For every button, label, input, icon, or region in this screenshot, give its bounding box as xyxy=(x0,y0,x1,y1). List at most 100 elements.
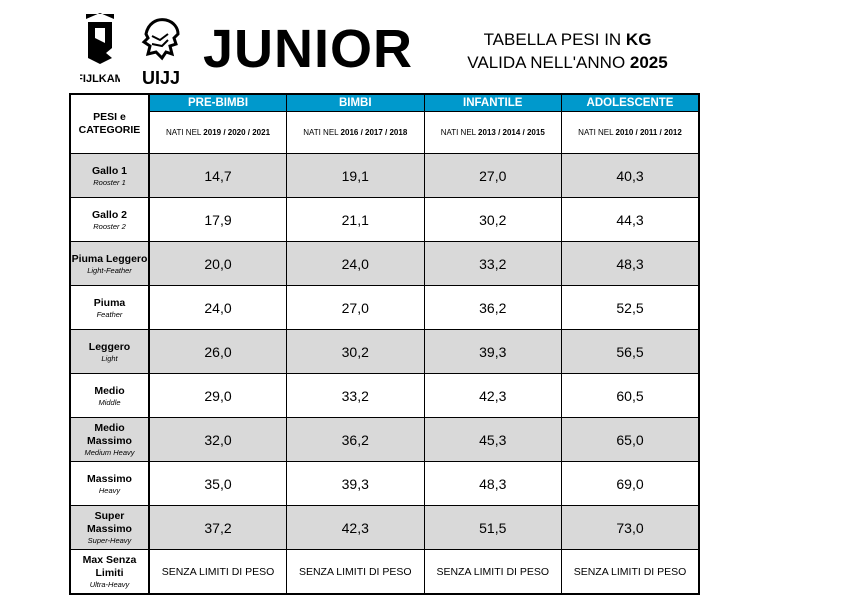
years: 2013 / 2014 / 2015 xyxy=(478,128,545,137)
weight-cell: 30,2 xyxy=(286,329,425,374)
weight-cell: 24,0 xyxy=(286,241,425,286)
born-prefix: NATI NEL xyxy=(578,128,616,137)
table-row: Leggero Light 26,0 30,2 39,3 56,5 xyxy=(69,329,700,374)
weight-cell: 30,2 xyxy=(423,197,562,242)
years: 2016 / 2017 / 2018 xyxy=(340,128,408,137)
fijlkam-logo: FIJLKAM xyxy=(80,13,120,84)
category-name: Leggero xyxy=(88,340,131,353)
weight-cell: 45,3 xyxy=(423,417,562,462)
category-name: Piuma Leggero xyxy=(71,252,148,265)
category-cell: Medio Massimo Medium Heavy xyxy=(69,417,150,462)
weight-cell: 60,5 xyxy=(561,373,700,418)
weight-cell: 48,3 xyxy=(423,461,562,506)
column-header: BIMBI xyxy=(286,93,425,112)
table-row: Massimo Heavy 35,0 39,3 48,3 69,0 xyxy=(69,461,700,506)
category-name: Piuma xyxy=(93,296,126,309)
weight-cell: 65,0 xyxy=(561,417,700,462)
weight-cell: 26,0 xyxy=(148,329,287,374)
category-english: Medium Heavy xyxy=(84,448,135,457)
category-name: Gallo 2 xyxy=(91,208,127,221)
category-cell: Piuma Leggero Light-Feather xyxy=(69,241,150,286)
page-title: JUNIOR xyxy=(203,19,414,79)
birth-years: NATI NEL 2019 / 2020 / 2021 xyxy=(148,111,287,154)
unit: KG xyxy=(625,30,652,49)
category-cell: Gallo 1 Rooster 1 xyxy=(69,153,150,198)
subtitle-line1: TABELLA PESI IN xyxy=(483,30,626,49)
birth-years: NATI NEL 2010 / 2011 / 2012 xyxy=(561,111,700,154)
born-prefix: NATI NEL xyxy=(165,128,204,137)
column-header: PRE-BIMBI xyxy=(148,93,287,112)
column-header: INFANTILE xyxy=(423,93,562,112)
weight-cell: 21,1 xyxy=(286,197,425,242)
table-row: Gallo 2 Rooster 2 17,9 21,1 30,2 44,3 xyxy=(69,197,700,242)
table-row: Gallo 1 Rooster 1 14,7 19,1 27,0 40,3 xyxy=(69,153,700,198)
category-english: Rooster 2 xyxy=(93,221,126,231)
table-row: Piuma Leggero Light-Feather 20,0 24,0 33,2 48… xyxy=(69,241,700,286)
birth-years: NATI NEL 2016 / 2017 / 2018 xyxy=(286,111,425,154)
category-name: Medio Massimo xyxy=(87,422,132,447)
weight-cell: 42,3 xyxy=(423,373,562,418)
category-english: Feather xyxy=(96,309,123,319)
category-english: Rooster 1 xyxy=(93,177,126,187)
table-row: Medio Middle 29,0 33,2 42,3 60,5 xyxy=(69,373,700,418)
weight-cell: 32,0 xyxy=(148,417,287,462)
years: 2019 / 2020 / 2021 xyxy=(203,128,271,137)
weight-cell: 48,3 xyxy=(561,241,700,286)
weight-cell: 27,0 xyxy=(423,153,562,198)
weight-cell: 52,5 xyxy=(561,285,700,330)
category-english: Super-Heavy xyxy=(87,536,132,545)
table-row: Piuma Feather 24,0 27,0 36,2 52,5 xyxy=(69,285,700,330)
weight-cell: 39,3 xyxy=(423,329,562,374)
weight-cell: SENZA LIMITI DI PESO xyxy=(148,549,287,595)
svg-text:UIJJ: UIJJ xyxy=(142,68,180,86)
category-cell: Leggero Light xyxy=(69,329,150,374)
table-row: Max Senza Limiti Ultra-Heavy SENZA LIMITI … xyxy=(69,549,700,595)
category-cell: Piuma Feather xyxy=(69,285,150,330)
weight-cell: SENZA LIMITI DI PESO xyxy=(286,549,425,595)
category-cell: Super Massimo Super-Heavy xyxy=(69,505,150,550)
category-cell: Massimo Heavy xyxy=(69,461,150,506)
weight-cell: 44,3 xyxy=(561,197,700,242)
weight-cell: 35,0 xyxy=(148,461,287,506)
born-prefix: NATI NEL xyxy=(440,128,479,137)
weight-cell: 37,2 xyxy=(148,505,287,550)
weight-cell: SENZA LIMITI DI PESO xyxy=(561,549,700,595)
weight-cell: 14,7 xyxy=(148,153,287,198)
category-english: Light-Feather xyxy=(87,265,132,275)
table-row: Super Massimo Super-Heavy 37,2 42,3 51,5 73,0 xyxy=(69,505,700,550)
category-english: Ultra-Heavy xyxy=(89,580,130,589)
weight-cell: 51,5 xyxy=(423,505,562,550)
corner-label: PESI e CATEGORIE xyxy=(69,93,150,154)
uijj-lion-logo: UIJJ xyxy=(141,18,180,86)
years: 2010 / 2011 / 2012 xyxy=(615,128,682,137)
weight-cell: 33,2 xyxy=(423,241,562,286)
weight-cell: 36,2 xyxy=(423,285,562,330)
weight-cell: 33,2 xyxy=(286,373,425,418)
category-name: Medio xyxy=(94,384,125,397)
category-name: Gallo 1 xyxy=(91,164,127,177)
weight-cell: 73,0 xyxy=(561,505,700,550)
weight-cell: 39,3 xyxy=(286,461,425,506)
category-name: Massimo xyxy=(87,472,132,485)
weight-cell: 42,3 xyxy=(286,505,425,550)
weight-cell: 24,0 xyxy=(148,285,287,330)
born-prefix: NATI NEL xyxy=(303,128,341,137)
table-row: Medio Massimo Medium Heavy 32,0 36,2 45,3 65,… xyxy=(69,417,700,462)
weight-cell: SENZA LIMITI DI PESO xyxy=(423,549,562,595)
category-english: Heavy xyxy=(98,485,121,495)
year: 2025 xyxy=(629,53,668,72)
subtitle-line2: VALIDA NELL'ANNO xyxy=(467,53,630,72)
column-header: ADOLESCENTE xyxy=(561,93,700,112)
weight-cell: 19,1 xyxy=(286,153,425,198)
birth-years: NATI NEL 2013 / 2014 / 2015 xyxy=(423,111,562,154)
weight-cell: 36,2 xyxy=(286,417,425,462)
category-english: Middle xyxy=(98,397,121,407)
weight-cell: 20,0 xyxy=(148,241,287,286)
weight-cell: 40,3 xyxy=(561,153,700,198)
weights-table: PESI e CATEGORIE PRE-BIMBI BIMBI INFANTILE… xyxy=(69,93,700,595)
category-cell: Gallo 2 Rooster 2 xyxy=(69,197,150,242)
category-name: Super Massimo xyxy=(87,510,132,535)
weight-cell: 27,0 xyxy=(286,285,425,330)
svg-text:FIJLKAM: FIJLKAM xyxy=(80,73,120,84)
category-cell: Max Senza Limiti Ultra-Heavy xyxy=(69,549,150,595)
